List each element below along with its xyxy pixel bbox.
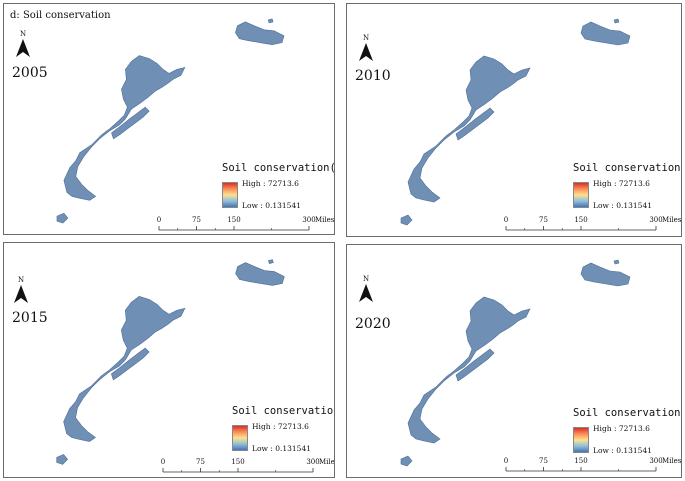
landmass-shape [455, 348, 495, 382]
legend-color-ramp [232, 425, 248, 451]
legend-low-label: Low : 0.131541 [252, 444, 311, 453]
legend-color-ramp [573, 427, 589, 453]
scale-bar: 0 75 150 300 Miles [501, 457, 681, 477]
landmass-shape [580, 21, 631, 46]
landmass-shape [111, 106, 150, 140]
legend-color-ramp [222, 182, 238, 208]
scale-unit: Miles [319, 458, 335, 466]
landmass-shape [267, 18, 274, 24]
scale-bar-graphic [505, 467, 657, 472]
scale-unit: Miles [315, 216, 335, 224]
legend: Soil conservation(t) High : 72713.6 Low … [573, 162, 681, 210]
scale-tick: 0 [160, 458, 166, 466]
legend: Soil conservation(t) High : 72713.6 Low … [232, 405, 334, 453]
legend-title: Soil conservation(t) [573, 162, 681, 174]
scale-tick: 75 [196, 458, 205, 466]
region-map [400, 18, 631, 226]
landmass-shape [407, 55, 531, 203]
map-panel-2020: N 2020 Soil conservation(t) High : 72713… [346, 244, 682, 478]
legend-low-label: Low : 0.131541 [593, 446, 652, 455]
north-arrow: N [357, 275, 375, 302]
legend-high-label: High : 72713.6 [252, 422, 309, 431]
landmass-shape [407, 296, 531, 444]
scale-tick: 150 [227, 216, 241, 224]
scale-tick: 150 [574, 216, 588, 224]
study-area [56, 18, 285, 224]
north-label: N [362, 275, 370, 283]
north-label: N [19, 30, 27, 38]
legend-high-label: High : 72713.6 [242, 179, 299, 188]
scale-tick: 150 [574, 457, 588, 465]
landmass-shape [613, 259, 620, 265]
scale-tick: 300 [649, 216, 663, 224]
scale-tick: 300 [302, 216, 316, 224]
scale-tick: 75 [192, 216, 201, 224]
region-map [400, 259, 631, 467]
landmass-shape [235, 21, 285, 45]
scale-bar-graphic [158, 226, 310, 231]
scale-tick: 150 [231, 458, 245, 466]
landmass-shape [235, 262, 285, 286]
study-area [56, 259, 285, 465]
landmass-shape [580, 262, 631, 287]
study-area [400, 18, 631, 226]
landmass-shape [400, 214, 413, 226]
map-panel-2015: N 2015 Soil conservation(t) High : 72713… [3, 242, 335, 478]
landmass-shape [613, 18, 620, 24]
scale-tick: 75 [539, 216, 548, 224]
region-map [56, 18, 285, 224]
scale-bar-graphic [505, 226, 657, 231]
scale-bar-graphic [162, 468, 314, 473]
map-panel-2010: N 2010 Soil conservation(t) High : 72713… [346, 3, 682, 237]
legend-color-ramp [573, 182, 589, 208]
scale-tick: 0 [503, 216, 509, 224]
landmass-shape [110, 347, 150, 381]
landmass-shape [63, 55, 186, 201]
north-arrow-icon [359, 43, 373, 61]
scale-tick: 300 [306, 458, 320, 466]
legend-title: Soil conservation(t) [222, 162, 335, 174]
region-map [56, 259, 285, 465]
north-arrow: N [14, 30, 32, 57]
legend-title: Soil conservation(t) [573, 407, 681, 419]
year-label: 2005 [12, 65, 48, 81]
year-label: 2015 [12, 310, 48, 326]
legend-high-label: High : 72713.6 [593, 179, 650, 188]
north-arrow: N [12, 276, 30, 303]
scale-unit: Miles [662, 216, 682, 224]
landmass-shape [56, 454, 69, 465]
scale-bar: 0 75 150 300 Miles [154, 216, 334, 234]
north-arrow-icon [14, 285, 28, 303]
north-arrow-icon [16, 39, 30, 57]
legend: Soil conservation(t) High : 72713.6 Low … [573, 407, 681, 455]
landmass-shape [455, 107, 495, 141]
scale-tick: 300 [649, 457, 663, 465]
scale-tick: 0 [156, 216, 162, 224]
legend: Soil conservation(t) High : 72713.6 Low … [222, 162, 335, 210]
year-label: 2020 [355, 316, 391, 332]
landmass-shape [63, 296, 186, 442]
north-label: N [362, 34, 370, 42]
scale-unit: Miles [662, 457, 682, 465]
landmass-shape [268, 259, 274, 264]
year-label: 2010 [355, 68, 391, 84]
scale-bar: 0 75 150 300 Miles [501, 216, 681, 236]
landmass-shape [400, 455, 413, 467]
scale-tick: 75 [539, 457, 548, 465]
study-area [400, 259, 631, 467]
scale-bar: 0 75 150 300 Miles [158, 458, 334, 477]
legend-high-label: High : 72713.6 [593, 424, 650, 433]
north-arrow: N [357, 34, 375, 61]
scale-tick: 0 [503, 457, 509, 465]
north-arrow-icon [359, 284, 373, 302]
figure-title: d: Soil conservation [10, 10, 111, 21]
landmass-shape [56, 212, 69, 224]
legend-low-label: Low : 0.131541 [593, 201, 652, 210]
north-label: N [17, 276, 25, 284]
legend-title: Soil conservation(t) [232, 405, 334, 417]
map-panel-2005: d: Soil conservation N 2005 Soil conserv… [3, 3, 335, 235]
legend-low-label: Low : 0.131541 [242, 201, 301, 210]
